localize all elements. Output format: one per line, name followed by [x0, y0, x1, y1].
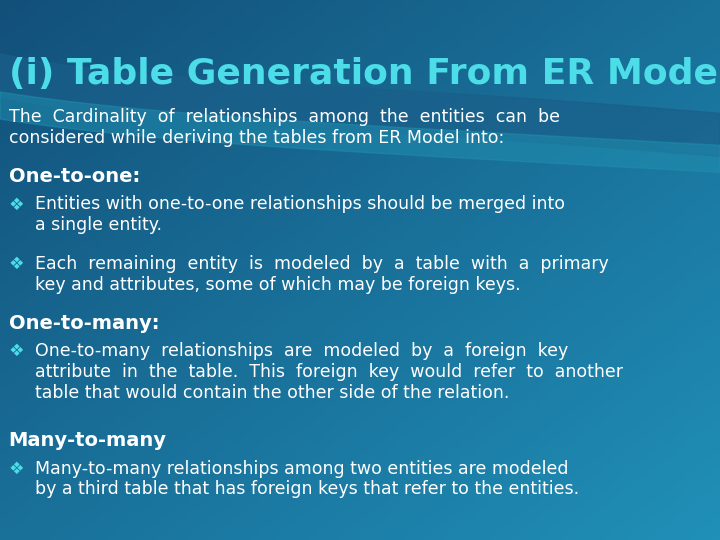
Text: Entities with one-to-one relationships should be merged into
a single entity.: Entities with one-to-one relationships s… [35, 195, 564, 234]
Text: Many-to-many relationships among two entities are modeled
by a third table that : Many-to-many relationships among two ent… [35, 460, 579, 498]
Text: ❖: ❖ [9, 460, 24, 477]
Text: One-to-many  relationships  are  modeled  by  a  foreign  key
attribute  in  the: One-to-many relationships are modeled by… [35, 342, 623, 402]
Text: ❖: ❖ [9, 255, 24, 273]
Text: One-to-one:: One-to-one: [9, 167, 140, 186]
Text: ❖: ❖ [9, 195, 24, 213]
Text: The  Cardinality  of  relationships  among  the  entities  can  be
considered wh: The Cardinality of relationships among t… [9, 108, 559, 147]
Text: One-to-many:: One-to-many: [9, 314, 159, 333]
Text: Each  remaining  entity  is  modeled  by  a  table  with  a  primary
key and att: Each remaining entity is modeled by a ta… [35, 255, 608, 294]
Text: (i) Table Generation From ER Model: (i) Table Generation From ER Model [9, 57, 720, 91]
Text: ❖: ❖ [9, 342, 24, 360]
Text: Many-to-many: Many-to-many [9, 431, 166, 450]
